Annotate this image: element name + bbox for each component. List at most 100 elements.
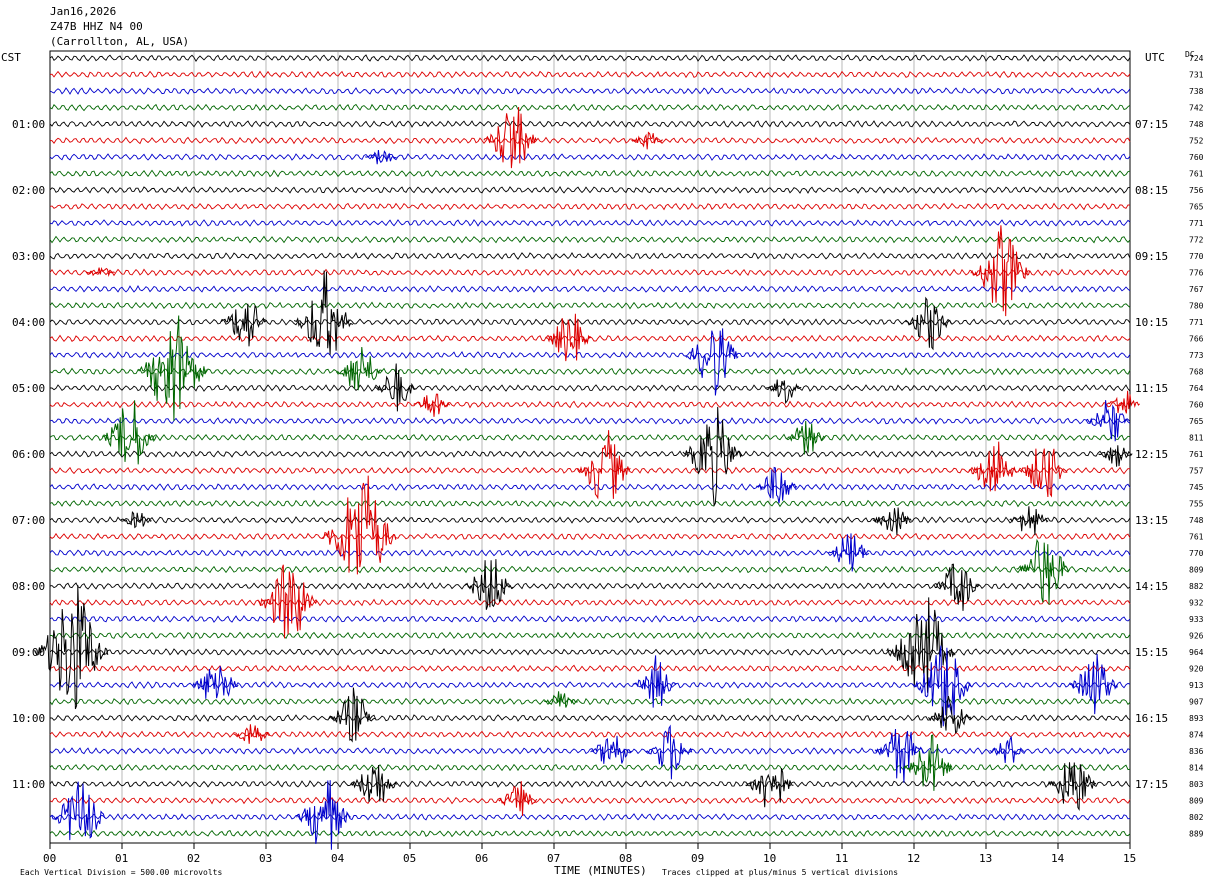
trace-line: [49, 681, 1131, 689]
x-tick-label: 08: [619, 852, 632, 865]
right-timezone-label: UTC: [1145, 51, 1165, 64]
dc-offset-value: 780: [1189, 302, 1204, 311]
trace-line: [49, 185, 1131, 194]
trace-line: [49, 70, 1131, 79]
seismic-event: [933, 563, 981, 611]
dc-offset-value: 771: [1189, 219, 1204, 228]
seismic-event: [1018, 448, 1068, 498]
dc-offset-value: 760: [1189, 153, 1204, 162]
dc-offset-value: 889: [1189, 830, 1204, 839]
x-tick-label: 13: [979, 852, 992, 865]
trace-line: [49, 87, 1131, 95]
x-axis-ticks: 00 01 02 03 04 05 06 07 08 09 10 11 12 13 14 15: [43, 843, 1136, 865]
seismic-event: [365, 150, 397, 165]
seismic-event: [336, 346, 383, 391]
trace-line: [49, 301, 1131, 310]
seismic-event: [1098, 445, 1133, 467]
seismic-event: [766, 379, 802, 405]
event-group: [34, 106, 1140, 850]
seismic-event: [85, 266, 115, 277]
trace-line: [49, 780, 1131, 788]
minute-gridlines: [121, 51, 1059, 843]
seismic-event: [632, 655, 677, 708]
right-hour-label: 15:15: [1135, 646, 1168, 659]
seismic-event: [905, 296, 952, 351]
trace-line: [49, 516, 1131, 524]
seismic-event: [483, 106, 538, 169]
dc-offset-value: 731: [1189, 71, 1204, 80]
dc-offset-value: 752: [1189, 137, 1204, 146]
trace-line: [49, 747, 1131, 755]
left-hour-label: 01:00: [12, 118, 45, 131]
dc-offset-value: 964: [1189, 648, 1204, 657]
x-tick-label: 01: [115, 852, 128, 865]
seismic-event: [645, 724, 693, 780]
seismic-event: [827, 533, 870, 572]
x-tick-label: 14: [1051, 852, 1065, 865]
x-tick-label: 06: [475, 852, 488, 865]
seismic-event: [221, 303, 268, 347]
dc-offset-value: 748: [1189, 516, 1204, 525]
trace-line: [49, 714, 1131, 722]
seismic-event: [374, 363, 417, 412]
seismic-event: [786, 420, 826, 455]
dc-offset-value: 913: [1189, 681, 1204, 690]
dc-offset-value: 770: [1189, 252, 1204, 261]
dc-offset-value: 770: [1189, 549, 1204, 558]
dc-offset-value: 742: [1189, 104, 1204, 113]
dc-offset-value: 893: [1189, 714, 1204, 723]
trace-line: [49, 813, 1131, 821]
trace-line: [49, 763, 1131, 772]
trace-line: [49, 120, 1131, 128]
left-hour-label: 04:00: [12, 316, 45, 329]
dc-offset-value: 765: [1189, 203, 1204, 212]
trace-line: [49, 400, 1131, 409]
trace-line: [49, 103, 1131, 112]
seismic-event: [756, 466, 798, 504]
trace-line: [49, 829, 1131, 838]
dc-offset-value: 765: [1189, 417, 1204, 426]
left-timezone-label: CST: [1, 51, 21, 64]
seismic-event: [413, 393, 451, 417]
seismic-event: [464, 559, 514, 610]
seismic-event: [51, 781, 106, 841]
right-hour-label: 14:15: [1135, 580, 1168, 593]
seismic-event: [576, 430, 631, 500]
dc-offset-value: 724: [1189, 54, 1204, 63]
right-hour-label: 10:15: [1135, 316, 1168, 329]
seismic-event: [927, 695, 972, 734]
dc-offset-value: 757: [1189, 467, 1204, 476]
plot-frame: [49, 50, 1131, 844]
trace-line: [49, 334, 1131, 343]
seismic-event: [685, 328, 739, 396]
trace-line: [49, 697, 1131, 706]
trace-line: [49, 796, 1131, 805]
trace-line: [49, 136, 1131, 145]
dc-offset-value: 803: [1189, 780, 1204, 789]
dc-offset-value: 773: [1189, 351, 1204, 360]
trace-line: [49, 367, 1131, 376]
trace-line: [49, 219, 1131, 227]
trace-group: [49, 54, 1131, 838]
seismic-event: [872, 507, 912, 536]
trace-line: [49, 466, 1131, 475]
x-tick-label: 05: [403, 852, 416, 865]
trace-line: [49, 351, 1131, 359]
trace-line: [49, 730, 1131, 739]
seismic-event: [745, 768, 794, 808]
trace-line: [49, 433, 1131, 442]
seismic-event: [968, 441, 1018, 492]
seismic-event: [257, 564, 318, 639]
left-hour-label: 03:00: [12, 250, 45, 263]
dc-offset-value: 761: [1189, 533, 1204, 542]
trace-line: [49, 318, 1131, 326]
dc-offset-value: 811: [1189, 434, 1204, 443]
seismic-event: [120, 511, 152, 529]
dc-offset-value: 882: [1189, 582, 1204, 591]
seismic-event: [970, 225, 1031, 317]
seismic-event: [34, 585, 109, 710]
dc-offset-value: 745: [1189, 483, 1204, 492]
dc-offset-value: 767: [1189, 285, 1204, 294]
left-hour-label: 07:00: [12, 514, 45, 527]
left-hour-label: 10:00: [12, 712, 45, 725]
